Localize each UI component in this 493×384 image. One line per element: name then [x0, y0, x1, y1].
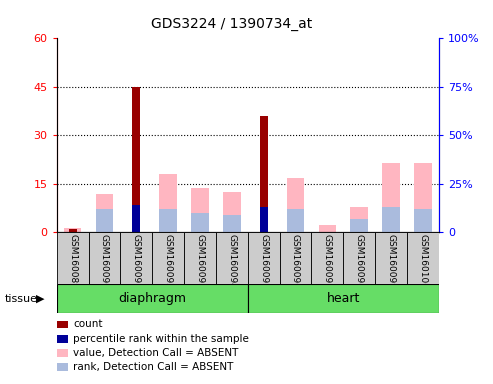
Bar — [318, 225, 336, 232]
Bar — [64, 228, 81, 232]
Bar — [191, 213, 209, 232]
Text: GSM160095: GSM160095 — [259, 234, 268, 289]
Text: GSM160091: GSM160091 — [132, 234, 141, 289]
Bar — [96, 209, 113, 232]
Bar — [382, 162, 400, 232]
Bar — [375, 232, 407, 284]
Text: GSM160093: GSM160093 — [195, 234, 205, 289]
Text: count: count — [73, 319, 103, 329]
Text: heart: heart — [326, 292, 360, 305]
Bar — [152, 232, 184, 284]
Text: GSM160089: GSM160089 — [68, 234, 77, 289]
Bar — [132, 205, 141, 232]
Bar — [351, 219, 368, 232]
Text: GSM160100: GSM160100 — [419, 234, 427, 289]
Bar — [69, 229, 76, 232]
Bar — [280, 232, 312, 284]
Bar — [216, 232, 247, 284]
Bar — [414, 162, 431, 232]
Bar — [223, 192, 241, 232]
Bar — [247, 284, 439, 313]
Text: percentile rank within the sample: percentile rank within the sample — [73, 334, 249, 344]
Text: GSM160096: GSM160096 — [291, 234, 300, 289]
Text: rank, Detection Call = ABSENT: rank, Detection Call = ABSENT — [73, 362, 234, 372]
Text: ▶: ▶ — [35, 294, 44, 304]
Bar — [57, 232, 89, 284]
Bar — [351, 207, 368, 232]
Bar — [191, 188, 209, 232]
Text: GDS3224 / 1390734_at: GDS3224 / 1390734_at — [151, 17, 313, 31]
Text: diaphragm: diaphragm — [118, 292, 186, 305]
Bar — [223, 215, 241, 232]
Bar — [120, 232, 152, 284]
Text: GSM160098: GSM160098 — [354, 234, 364, 289]
Bar — [407, 232, 439, 284]
Text: GSM160090: GSM160090 — [100, 234, 109, 289]
Bar — [247, 232, 280, 284]
Text: GSM160097: GSM160097 — [323, 234, 332, 289]
Bar — [287, 178, 304, 232]
Bar — [260, 116, 268, 232]
Bar — [287, 209, 304, 232]
Text: GSM160092: GSM160092 — [164, 234, 173, 289]
Text: tissue: tissue — [5, 294, 38, 304]
Bar — [312, 232, 343, 284]
Bar — [382, 207, 400, 232]
Bar — [89, 232, 120, 284]
Bar — [132, 87, 141, 232]
Bar — [260, 207, 268, 232]
Bar — [159, 174, 177, 232]
Bar — [414, 209, 431, 232]
Text: GSM160094: GSM160094 — [227, 234, 236, 289]
Bar — [159, 209, 177, 232]
Bar — [96, 194, 113, 232]
Text: value, Detection Call = ABSENT: value, Detection Call = ABSENT — [73, 348, 239, 358]
Text: GSM160099: GSM160099 — [387, 234, 395, 289]
Bar — [57, 284, 247, 313]
Bar — [184, 232, 216, 284]
Bar — [343, 232, 375, 284]
